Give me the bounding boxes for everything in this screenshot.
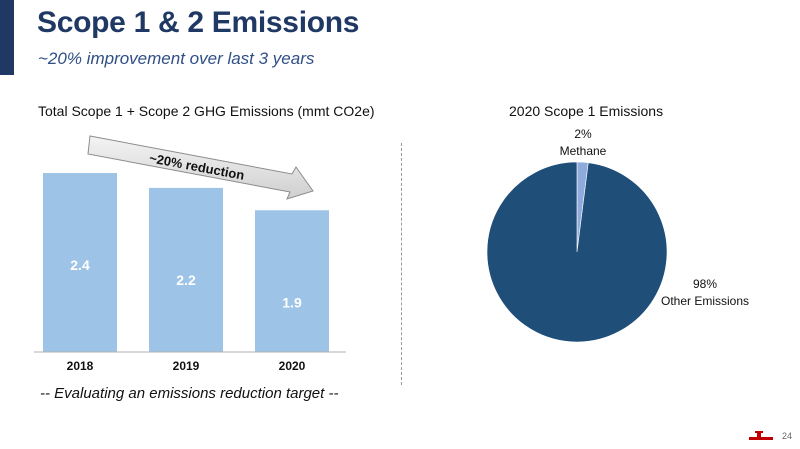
bar-chart: 2.4 2018 2.2 2019 1.9 2020 <box>34 173 346 373</box>
pie-percent-label: 2% <box>574 127 592 141</box>
bar-value-label: 1.9 <box>282 294 302 310</box>
bar-2019 <box>149 187 223 352</box>
pie-slice-other-emissions <box>486 161 668 343</box>
title-accent-bar <box>0 0 14 75</box>
bar-chart-title: Total Scope 1 + Scope 2 GHG Emissions (m… <box>38 103 375 119</box>
bar-2018 <box>43 173 117 352</box>
pie-chart: 2% Methane 98% Other Emissions <box>486 127 749 343</box>
chart-divider <box>401 143 402 385</box>
company-logo-icon <box>749 431 773 440</box>
x-tick-label: 2018 <box>67 359 94 373</box>
footnote: -- Evaluating an emissions reduction tar… <box>40 385 339 402</box>
bar-2020 <box>255 210 329 352</box>
pie-category-label: Methane <box>560 144 607 158</box>
page-subtitle: ~20% improvement over last 3 years <box>38 49 315 68</box>
x-tick-label: 2019 <box>173 359 200 373</box>
x-tick-label: 2020 <box>279 359 306 373</box>
page-title: Scope 1 & 2 Emissions <box>37 6 360 39</box>
pie-chart-title: 2020 Scope 1 Emissions <box>509 103 664 119</box>
pie-category-label: Other Emissions <box>661 294 749 308</box>
bar-value-label: 2.4 <box>70 257 90 273</box>
bar-value-label: 2.2 <box>176 272 196 288</box>
page-number: 24 <box>782 431 793 441</box>
reduction-annotation: ~20% reduction <box>148 150 246 182</box>
pie-percent-label: 98% <box>693 277 717 291</box>
